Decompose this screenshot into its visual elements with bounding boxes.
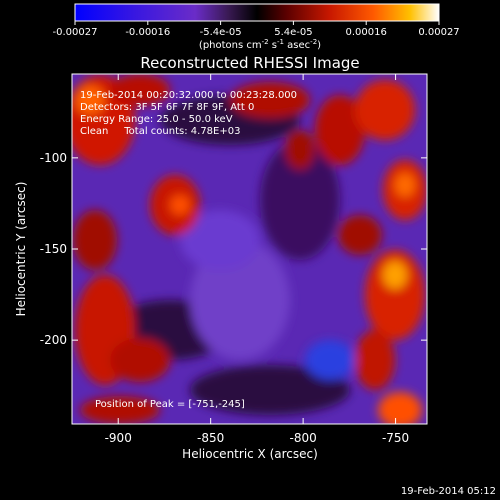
peak-position-label: Position of Peak = [-751,-245] <box>95 399 245 410</box>
colorbar-unit-label: (photons cm-2 s-1 asec-2) <box>199 38 321 51</box>
info-energy-range: Energy Range: 25.0 - 50.0 keV <box>80 114 233 125</box>
y-axis: -100 -150 -200 <box>40 151 427 347</box>
x-tick-label: -750 <box>382 431 409 445</box>
colorbar-tick-label: -0.00016 <box>125 27 170 38</box>
y-tick-label: -200 <box>40 333 67 347</box>
x-tick-label: -900 <box>105 431 132 445</box>
colorbar-tick-label: -0.00027 <box>53 27 98 38</box>
x-tick-label: -800 <box>290 431 317 445</box>
observation-info: 19-Feb-2014 00:20:32.000 to 00:23:28.000… <box>80 90 297 137</box>
x-axis-label: Heliocentric X (arcsec) <box>182 447 318 461</box>
image-title: Reconstructed RHESSI Image <box>140 54 359 72</box>
x-tick-label: -850 <box>197 431 224 445</box>
info-clean-counts: Clean Total counts: 4.78E+03 <box>80 126 240 137</box>
y-tick-label: -100 <box>40 151 67 165</box>
colorbar-tick-label: 5.4e-05 <box>274 27 312 38</box>
colorbar-tick-label: -5.4e-05 <box>200 27 242 38</box>
y-axis-label: Heliocentric Y (arcsec) <box>14 182 28 317</box>
y-tick-label: -150 <box>40 242 67 256</box>
colorbar-tick-label: 0.00016 <box>346 27 387 38</box>
flux-image <box>72 74 427 424</box>
colorbar: -0.00027 -0.00016 -5.4e-05 5.4e-05 0.00016 0.… <box>53 3 460 51</box>
x-axis: -900 -850 -800 -750 <box>105 74 409 445</box>
colorbar-ticks: -0.00027 -0.00016 -5.4e-05 5.4e-05 0.00016 0.… <box>53 21 460 38</box>
colorbar-tick-label: 0.00027 <box>418 27 459 38</box>
info-time-range: 19-Feb-2014 00:20:32.000 to 00:23:28.000 <box>80 90 297 101</box>
info-detectors: Detectors: 3F 5F 6F 7F 8F 9F, Att 0 <box>80 102 254 113</box>
footer-timestamp: 19-Feb-2014 05:12 <box>401 486 496 497</box>
colorbar-gradient <box>74 3 440 22</box>
